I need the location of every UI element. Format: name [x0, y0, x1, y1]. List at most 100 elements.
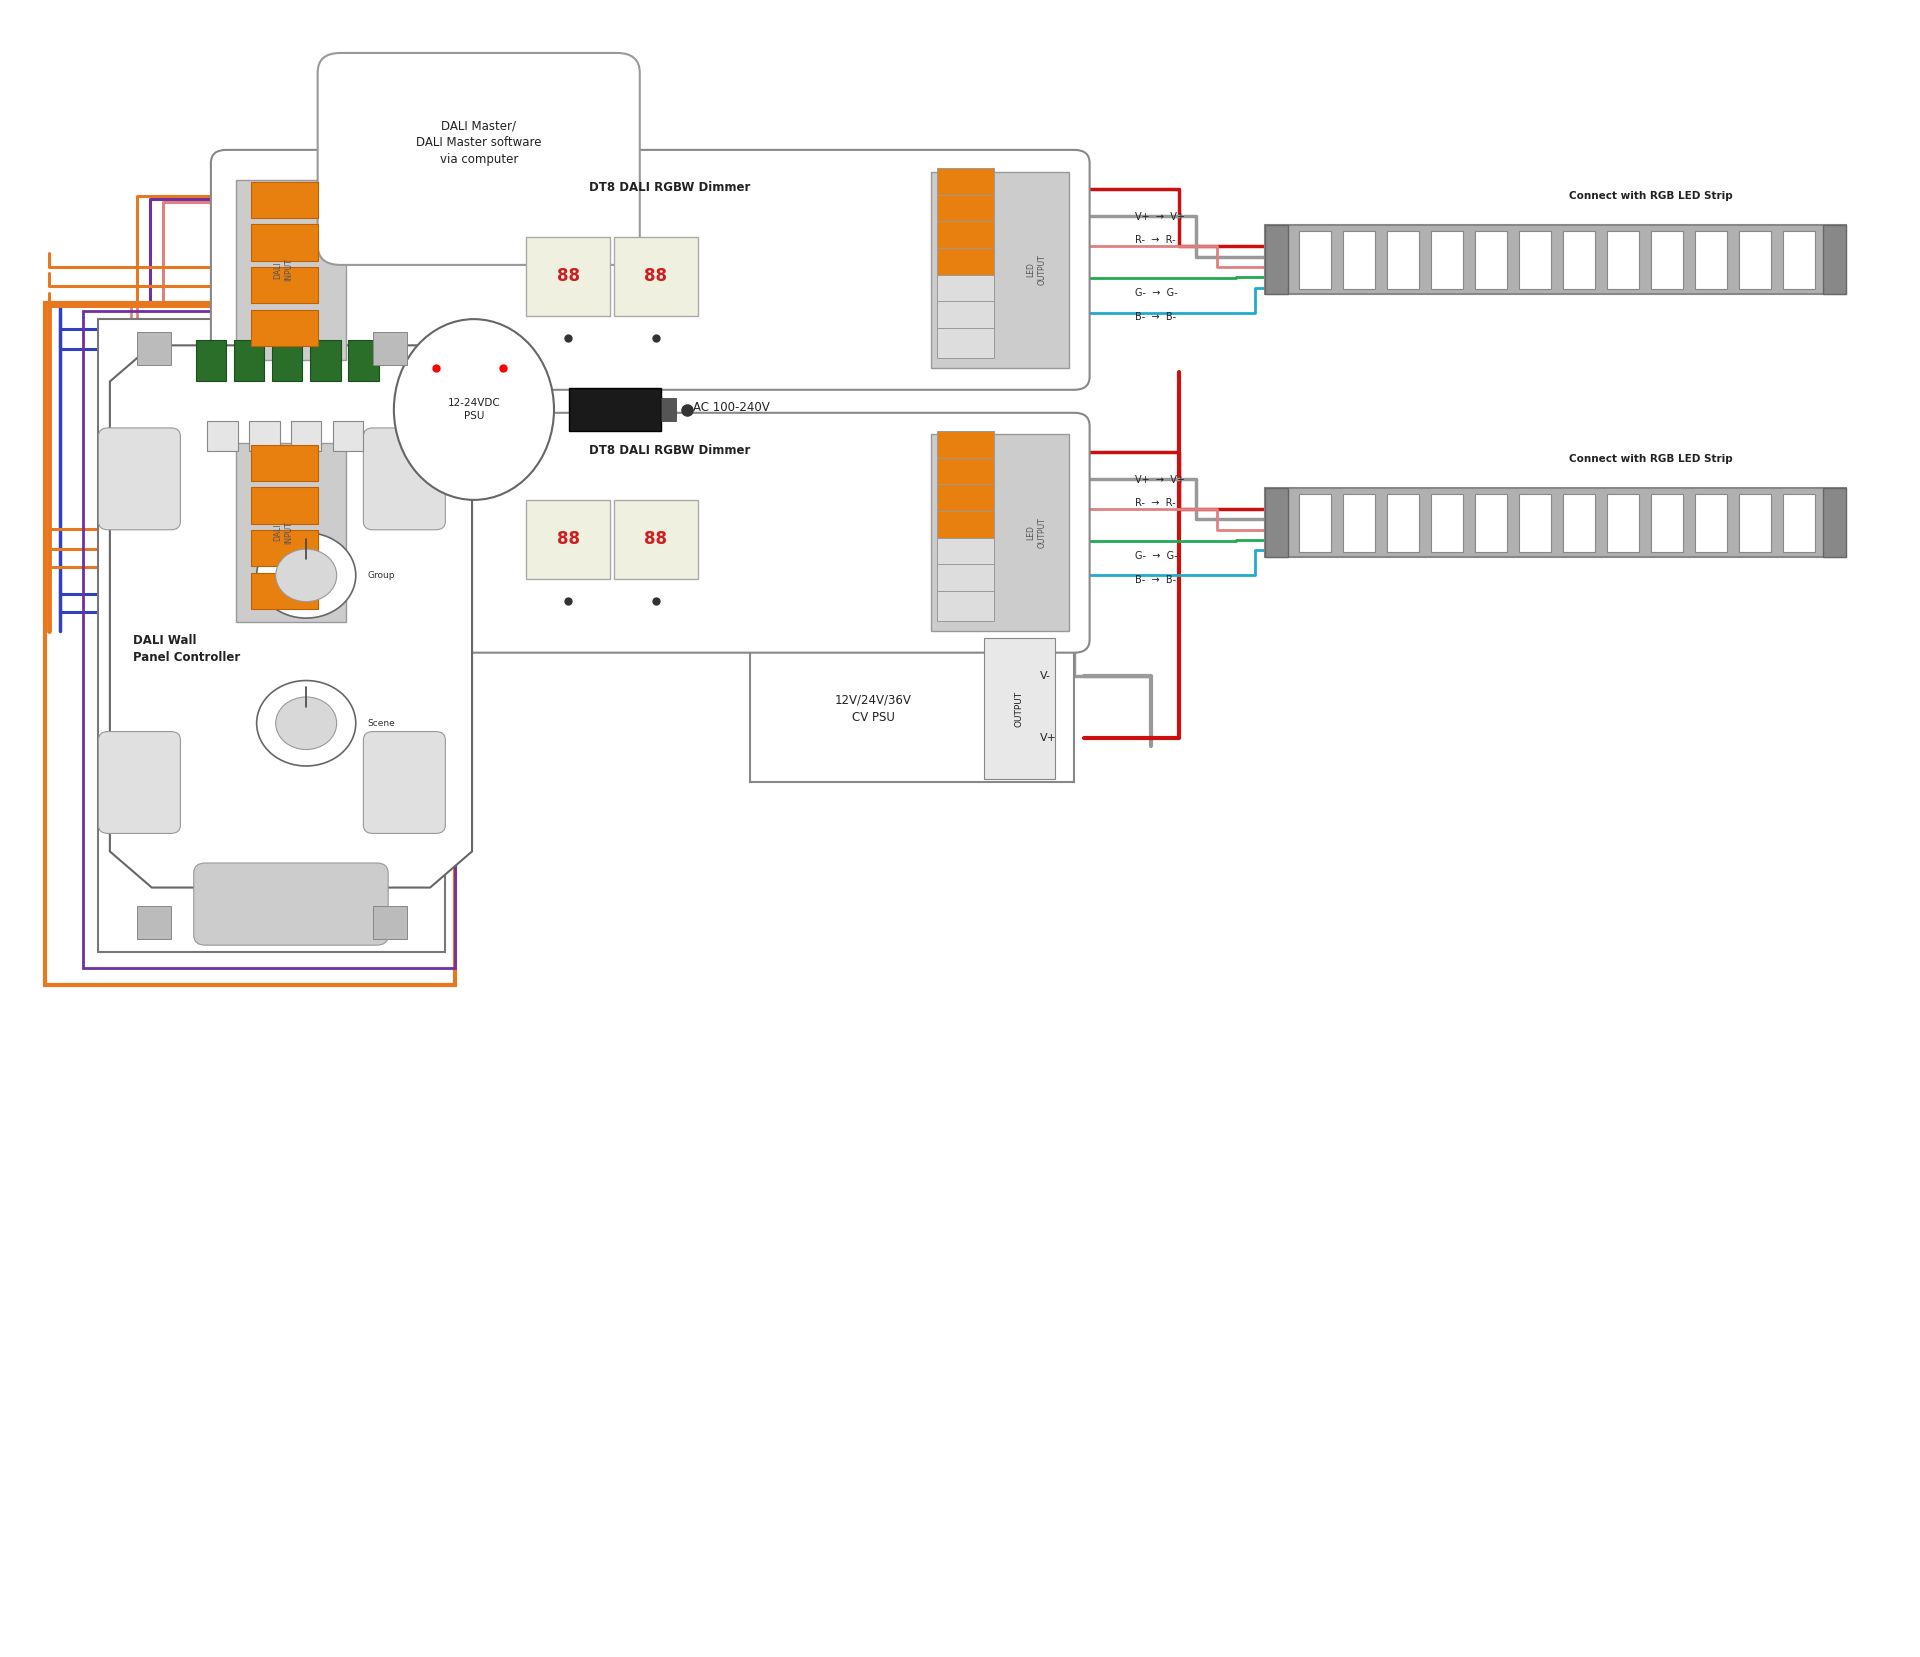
FancyBboxPatch shape: [568, 388, 660, 431]
FancyBboxPatch shape: [136, 906, 171, 938]
Text: DALI Master/
DALI Master software
via computer: DALI Master/ DALI Master software via co…: [417, 119, 541, 166]
FancyBboxPatch shape: [317, 53, 639, 265]
FancyBboxPatch shape: [252, 182, 317, 219]
FancyBboxPatch shape: [363, 731, 445, 833]
Text: 88: 88: [557, 267, 580, 285]
Text: 88: 88: [557, 530, 580, 548]
Text: Connect with RGB LED Strip: Connect with RGB LED Strip: [1569, 191, 1734, 200]
Text: B-  →  B-: B- → B-: [1135, 575, 1177, 585]
Text: V+: V+: [1041, 732, 1058, 742]
Text: Scene: Scene: [367, 719, 396, 727]
FancyBboxPatch shape: [1388, 230, 1419, 288]
FancyBboxPatch shape: [252, 310, 317, 346]
Text: V+  →  V+: V+ → V+: [1135, 476, 1185, 486]
Text: Connect with RGB LED Strip: Connect with RGB LED Strip: [1569, 454, 1734, 464]
Text: V-: V-: [1041, 671, 1052, 681]
FancyBboxPatch shape: [1475, 494, 1507, 552]
FancyBboxPatch shape: [937, 249, 995, 278]
FancyBboxPatch shape: [931, 434, 1069, 631]
FancyBboxPatch shape: [751, 635, 1075, 782]
FancyBboxPatch shape: [234, 340, 265, 381]
FancyBboxPatch shape: [273, 340, 301, 381]
FancyBboxPatch shape: [937, 431, 995, 461]
FancyBboxPatch shape: [211, 413, 1091, 653]
Text: DT8 DALI RGBW Dimmer: DT8 DALI RGBW Dimmer: [589, 181, 751, 194]
FancyBboxPatch shape: [660, 398, 676, 421]
FancyBboxPatch shape: [1824, 225, 1847, 295]
Text: AC 100-240V: AC 100-240V: [693, 401, 770, 414]
FancyBboxPatch shape: [1265, 225, 1288, 295]
Circle shape: [257, 532, 355, 618]
Circle shape: [276, 698, 336, 749]
Text: DALI
INPUT: DALI INPUT: [273, 258, 294, 282]
FancyBboxPatch shape: [252, 224, 317, 260]
FancyBboxPatch shape: [1784, 230, 1814, 288]
FancyBboxPatch shape: [1740, 494, 1770, 552]
Circle shape: [257, 681, 355, 766]
FancyBboxPatch shape: [252, 444, 317, 481]
FancyBboxPatch shape: [1344, 230, 1375, 288]
FancyBboxPatch shape: [937, 510, 995, 540]
FancyBboxPatch shape: [332, 421, 363, 451]
FancyBboxPatch shape: [372, 333, 407, 365]
FancyBboxPatch shape: [526, 237, 611, 316]
Text: B-  →  B-: B- → B-: [1135, 313, 1177, 323]
FancyBboxPatch shape: [98, 320, 445, 951]
FancyBboxPatch shape: [207, 421, 238, 451]
FancyBboxPatch shape: [937, 457, 995, 487]
Text: DALI Wall
Panel Controller: DALI Wall Panel Controller: [132, 635, 240, 664]
Text: LED
OUTPUT: LED OUTPUT: [1025, 517, 1046, 548]
FancyBboxPatch shape: [1607, 494, 1640, 552]
Text: 12V/24V/36V
CV PSU: 12V/24V/36V CV PSU: [835, 694, 912, 724]
FancyBboxPatch shape: [250, 421, 280, 451]
FancyBboxPatch shape: [236, 181, 346, 360]
FancyBboxPatch shape: [937, 302, 995, 331]
FancyBboxPatch shape: [363, 428, 445, 530]
FancyBboxPatch shape: [1265, 489, 1288, 557]
FancyBboxPatch shape: [937, 565, 995, 593]
FancyBboxPatch shape: [1344, 494, 1375, 552]
Text: G-  →  G-: G- → G-: [1135, 550, 1179, 560]
FancyBboxPatch shape: [1265, 489, 1847, 557]
FancyBboxPatch shape: [1784, 494, 1814, 552]
Text: DT8 DALI RGBW Dimmer: DT8 DALI RGBW Dimmer: [589, 444, 751, 457]
FancyBboxPatch shape: [983, 638, 1054, 779]
Text: 88: 88: [645, 530, 668, 548]
FancyBboxPatch shape: [1265, 225, 1847, 295]
FancyBboxPatch shape: [1651, 230, 1684, 288]
FancyBboxPatch shape: [1695, 230, 1726, 288]
FancyBboxPatch shape: [1740, 230, 1770, 288]
FancyBboxPatch shape: [931, 172, 1069, 368]
FancyBboxPatch shape: [372, 906, 407, 938]
FancyBboxPatch shape: [937, 194, 995, 224]
FancyBboxPatch shape: [1519, 494, 1551, 552]
FancyBboxPatch shape: [1607, 230, 1640, 288]
FancyBboxPatch shape: [252, 573, 317, 610]
Polygon shape: [109, 345, 472, 888]
Text: Group: Group: [367, 572, 396, 580]
FancyBboxPatch shape: [1388, 494, 1419, 552]
FancyBboxPatch shape: [1475, 230, 1507, 288]
FancyBboxPatch shape: [136, 333, 171, 365]
FancyBboxPatch shape: [252, 487, 317, 524]
FancyBboxPatch shape: [252, 530, 317, 567]
FancyBboxPatch shape: [1519, 230, 1551, 288]
FancyBboxPatch shape: [937, 167, 995, 197]
Text: 12-24VDC
PSU: 12-24VDC PSU: [447, 398, 501, 421]
FancyBboxPatch shape: [937, 537, 995, 567]
FancyBboxPatch shape: [1563, 230, 1596, 288]
FancyBboxPatch shape: [937, 222, 995, 250]
FancyBboxPatch shape: [252, 267, 317, 303]
FancyBboxPatch shape: [309, 340, 340, 381]
FancyBboxPatch shape: [1300, 494, 1331, 552]
FancyBboxPatch shape: [614, 500, 697, 578]
Text: DALI
INPUT: DALI INPUT: [273, 522, 294, 543]
FancyBboxPatch shape: [1563, 494, 1596, 552]
Circle shape: [276, 548, 336, 601]
FancyBboxPatch shape: [526, 500, 611, 578]
FancyBboxPatch shape: [937, 592, 995, 621]
FancyBboxPatch shape: [614, 237, 697, 316]
Text: 88: 88: [645, 267, 668, 285]
Ellipse shape: [394, 320, 555, 500]
FancyBboxPatch shape: [236, 442, 346, 623]
